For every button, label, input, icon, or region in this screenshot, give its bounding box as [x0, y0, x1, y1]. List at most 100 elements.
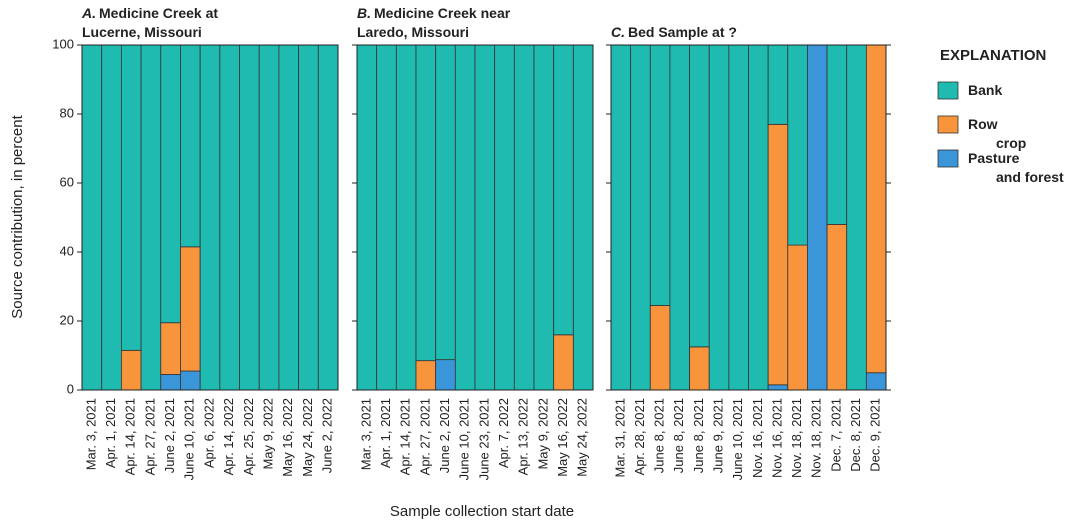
bar-segment — [180, 370, 201, 391]
x-tick-label: Mar. 3, 2021 — [83, 398, 98, 470]
bar-segment — [160, 374, 181, 391]
x-tick-label: June 10, 2021 — [457, 398, 472, 480]
bar-segment — [415, 360, 437, 391]
x-tick-label: May 16, 2022 — [280, 398, 295, 477]
y-tick-label: 40 — [60, 243, 74, 258]
panel-frame — [81, 44, 339, 391]
bar-segment — [199, 44, 221, 391]
legend-label: Pasture and forest — [968, 150, 1064, 185]
bar-segment — [298, 44, 319, 391]
bar-segment — [865, 44, 887, 374]
bar-segment — [553, 334, 574, 391]
x-tick-label: June 8, 2021 — [652, 398, 667, 473]
bar-segment — [278, 44, 300, 391]
y-tick-label: 80 — [60, 105, 74, 120]
x-tick-label: June 2, 2021 — [437, 398, 452, 473]
x-tick-label: June 2, 2021 — [162, 398, 177, 473]
x-tick-label: May 9, 2022 — [535, 398, 550, 470]
legend-label: Row crop — [968, 116, 1026, 151]
y-tick-label: 60 — [60, 174, 74, 189]
bar-segment — [767, 44, 789, 125]
x-tick-label: Dec. 9, 2021 — [868, 398, 883, 472]
x-tick-label: June 23, 2021 — [476, 398, 491, 480]
y-tick-label: 20 — [60, 312, 74, 327]
y-tick-label: 100 — [52, 36, 74, 51]
bar-segment — [376, 44, 397, 391]
bar-segment — [395, 44, 417, 391]
bar-segment — [630, 44, 651, 391]
legend-label-line: Row — [968, 116, 998, 132]
legend-label-line: crop — [996, 135, 1026, 151]
bar-segment — [767, 384, 789, 391]
legend-swatch — [937, 81, 959, 100]
x-tick-label: Mar. 3, 2021 — [358, 398, 373, 470]
bar-segment — [120, 44, 142, 351]
bar-segment — [317, 44, 339, 391]
bar-segment — [140, 44, 162, 391]
x-tick-label: Apr. 14, 2021 — [398, 398, 413, 475]
bar-segment — [533, 44, 555, 391]
x-tick-label: Nov. 16, 2021 — [769, 398, 784, 478]
bar-segment — [649, 44, 671, 306]
x-tick-label: Nov. 18, 2021 — [809, 398, 824, 478]
x-tick-label: Nov. 18, 2021 — [789, 398, 804, 478]
bar-segment — [180, 246, 201, 372]
x-tick-label: Apr. 28, 2021 — [632, 398, 647, 475]
x-tick-label: Apr. 6, 2022 — [201, 398, 216, 468]
bar-segment — [81, 44, 103, 391]
x-tick-label: Apr. 1, 2021 — [378, 398, 393, 468]
bar-segment — [748, 44, 769, 391]
bar-segment — [239, 44, 260, 391]
bar-segment — [689, 44, 710, 348]
legend-label: Bank — [968, 82, 1002, 98]
x-tick-label: May 16, 2022 — [555, 398, 570, 477]
bar-segment — [120, 349, 142, 391]
bar-segment — [826, 44, 848, 225]
bar-segment — [454, 44, 476, 391]
bar-segment — [435, 44, 456, 361]
bar-segment — [669, 44, 690, 391]
bar-segment — [826, 223, 848, 391]
panel-label: B. — [357, 5, 371, 21]
x-tick-label: June 8, 2021 — [671, 398, 686, 473]
bar-segment — [728, 44, 749, 391]
y-axis-label: Source contribution, in percent — [9, 114, 26, 318]
bar-segment — [865, 372, 887, 391]
bar-segment — [787, 44, 808, 246]
bar-segment — [494, 44, 515, 391]
legend-label-line: and forest — [996, 169, 1064, 185]
legend-swatch — [937, 115, 959, 134]
x-tick-label: Apr. 7, 2022 — [496, 398, 511, 468]
x-tick-label: Mar. 31, 2021 — [612, 398, 627, 478]
x-tick-label: June 2, 2022 — [320, 398, 335, 473]
x-tick-label: May 24, 2022 — [300, 398, 315, 477]
x-tick-label: June 10, 2021 — [730, 398, 745, 480]
x-axis-label: Sample collection start date — [390, 503, 574, 520]
y-tick-label: 0 — [67, 381, 74, 396]
x-tick-label: Apr. 1, 2021 — [103, 398, 118, 468]
bar-segment — [787, 244, 808, 391]
panel-label: A. — [81, 5, 96, 21]
legend-label-line: Pasture — [968, 150, 1020, 166]
bar-segment — [435, 359, 456, 391]
x-tick-label: May 24, 2022 — [575, 398, 590, 477]
x-tick-label: June 8, 2021 — [691, 398, 706, 473]
bar-segment — [807, 44, 828, 391]
x-tick-label: Apr. 13, 2022 — [516, 398, 531, 475]
bar-segment — [474, 44, 496, 391]
x-tick-label: May 9, 2022 — [261, 398, 276, 470]
bar-segment — [160, 322, 181, 375]
x-tick-label: Apr. 14, 2021 — [123, 398, 138, 475]
bar-segment — [415, 44, 437, 362]
panel-title: Lucerne, Missouri — [82, 24, 202, 40]
bar-segment — [689, 346, 710, 391]
panel-title: Laredo, Missouri — [357, 24, 469, 40]
bar-segment — [258, 44, 280, 391]
panel-frame — [356, 44, 594, 391]
x-tick-label: Dec. 7, 2021 — [828, 398, 843, 472]
bar-segment — [708, 44, 730, 391]
bar-segment — [572, 44, 594, 391]
panel-title: Bed Sample at ? — [628, 24, 737, 40]
bar-segment — [219, 44, 240, 391]
panel-label: C. — [611, 24, 625, 40]
